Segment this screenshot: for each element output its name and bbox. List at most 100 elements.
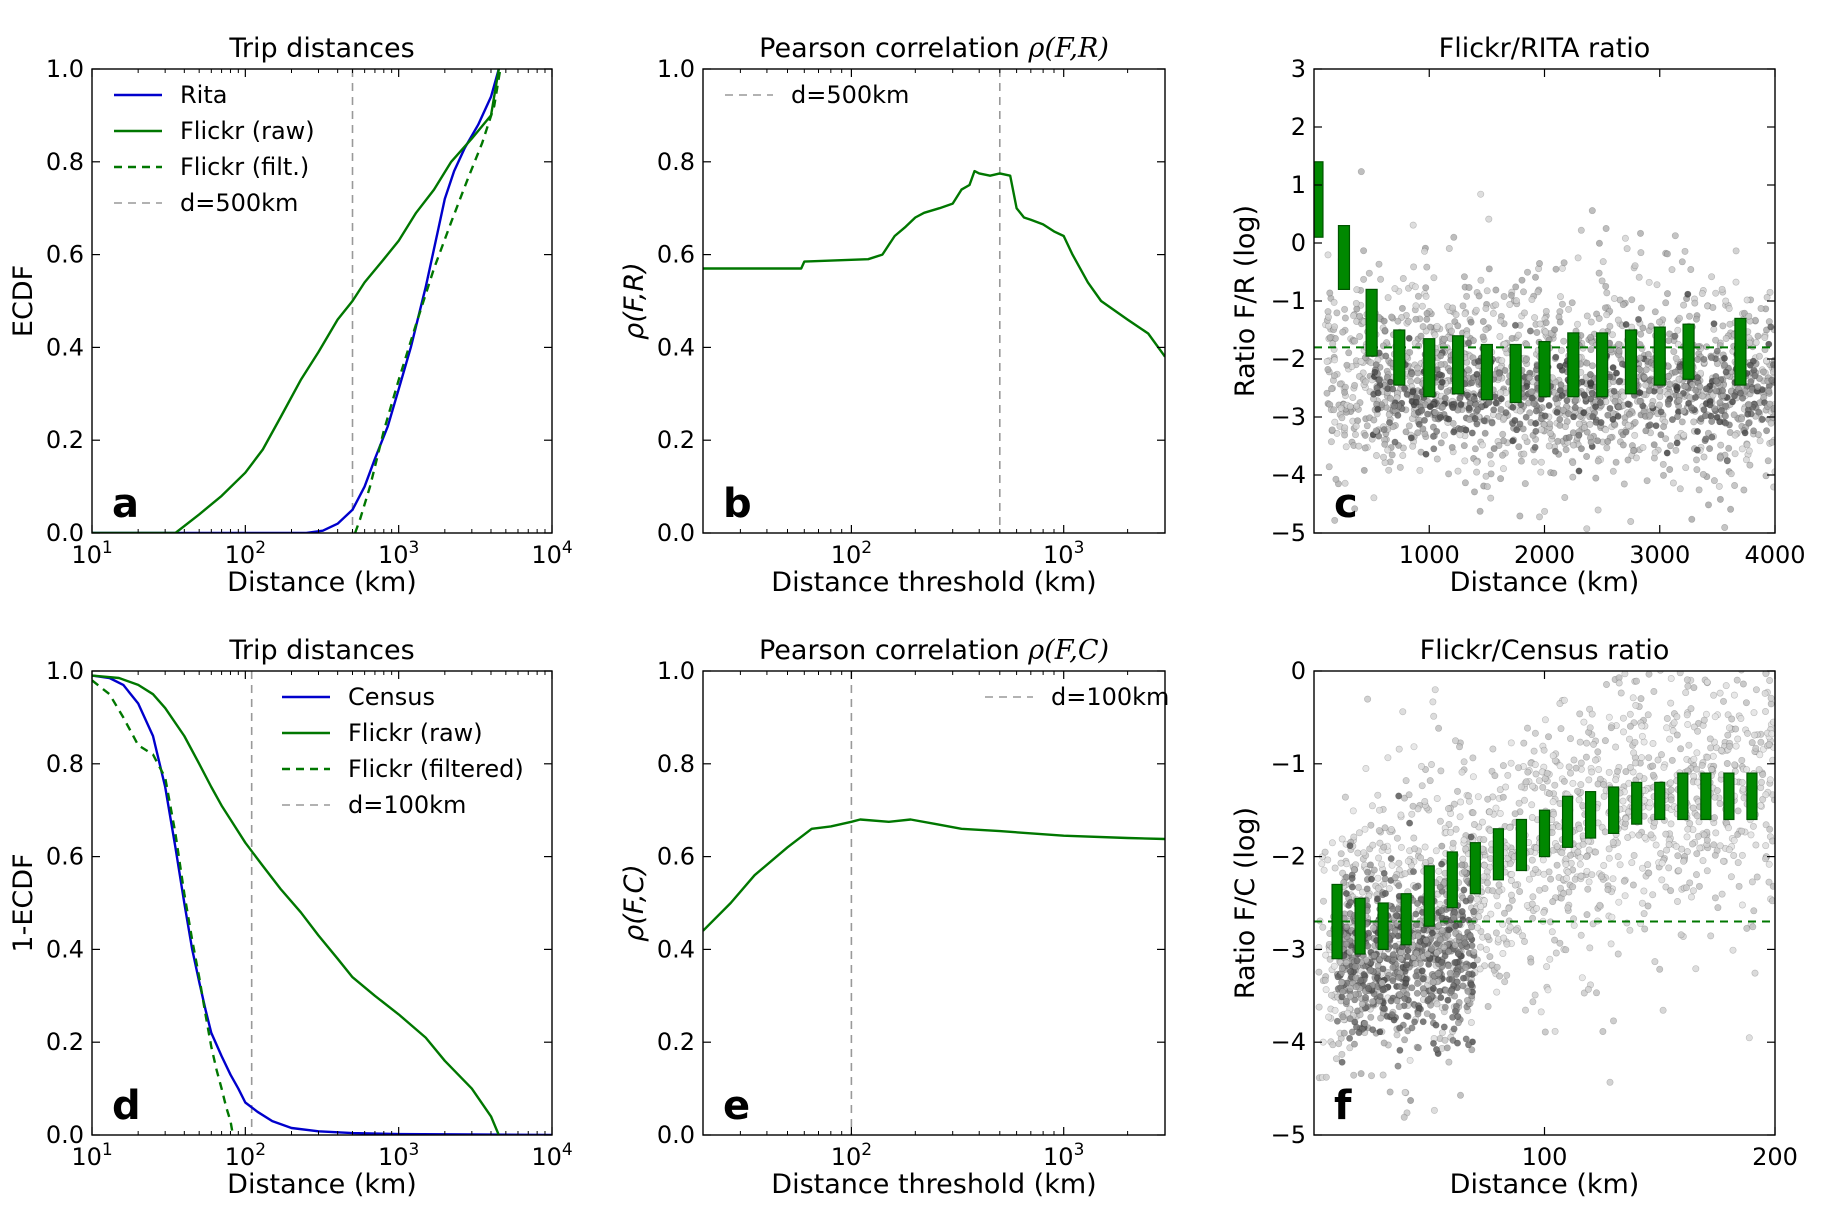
panel-letter: f: [1334, 1083, 1352, 1129]
scatter-point: [1603, 680, 1611, 688]
series-line: [703, 169, 1165, 358]
scatter-point: [1527, 388, 1535, 396]
scatter-point: [1657, 431, 1665, 439]
scatter-point: [1386, 1088, 1394, 1096]
scatter-point: [1382, 889, 1390, 897]
scatter-point: [1400, 1113, 1408, 1121]
scatter-point: [1515, 764, 1523, 772]
scatter-point: [1490, 445, 1498, 453]
scatter-point: [1681, 247, 1689, 255]
x-tick-label: 102: [225, 1140, 266, 1171]
scatter-point: [1763, 427, 1771, 435]
scatter-point: [1612, 458, 1620, 466]
scatter-point: [1584, 885, 1592, 893]
scatter-point: [1707, 932, 1715, 940]
scatter-point: [1521, 796, 1529, 804]
scatter-point: [1346, 1015, 1354, 1023]
box-bar: [1337, 225, 1351, 291]
scatter-point: [1562, 946, 1570, 954]
x-tick-label: 4000: [1744, 541, 1805, 569]
scatter-point: [1468, 1046, 1476, 1054]
scatter-point: [1660, 471, 1668, 479]
scatter-point: [1482, 304, 1490, 312]
scatter-point: [1595, 239, 1603, 247]
scatter-point: [1492, 929, 1500, 937]
scatter-point: [1329, 340, 1337, 348]
scatter-point: [1708, 417, 1716, 425]
y-tick-label: 0: [1291, 229, 1306, 257]
y-tick-label: 1.0: [657, 657, 695, 685]
scatter-point: [1730, 851, 1738, 859]
scatter-point: [1326, 289, 1334, 297]
scatter-point: [1664, 400, 1672, 408]
y-axis-label: Ratio F/C (log): [1230, 807, 1261, 999]
scatter-point: [1702, 710, 1710, 718]
scatter-point: [1635, 831, 1643, 839]
scatter-point: [1481, 861, 1489, 869]
box-bar: [1538, 341, 1551, 398]
scatter-point: [1364, 695, 1372, 703]
scatter-point: [1468, 923, 1476, 931]
scatter-point: [1485, 215, 1493, 223]
scatter-point: [1553, 861, 1561, 869]
scatter-point: [1460, 836, 1468, 844]
scatter-point: [1460, 758, 1468, 766]
scatter-point: [1594, 612, 1600, 618]
scatter-point: [1529, 782, 1537, 790]
scatter-point: [1341, 479, 1349, 487]
scatter-point: [1576, 738, 1584, 746]
scatter-point: [1664, 290, 1672, 298]
scatter-point: [1683, 711, 1691, 719]
scatter-point: [1402, 1012, 1410, 1020]
scatter-point: [1743, 924, 1751, 932]
scatter-point: [1465, 404, 1473, 412]
scatter-point: [1609, 467, 1617, 475]
scatter-point: [1450, 428, 1458, 436]
scatter-point: [1588, 389, 1596, 397]
scatter-point: [1542, 328, 1550, 336]
scatter-point: [1487, 460, 1495, 468]
scatter-point: [1692, 315, 1700, 323]
scatter-point: [1713, 347, 1721, 355]
scatter-point: [1369, 924, 1377, 932]
scatter-point: [1746, 361, 1754, 369]
scatter-point: [1401, 794, 1409, 802]
scatter-point: [1441, 394, 1449, 402]
scatter-point: [1610, 1017, 1618, 1025]
scatter-point: [1545, 789, 1553, 797]
scatter-point: [1536, 513, 1544, 521]
scatter-point: [1750, 709, 1758, 717]
scatter-point: [1528, 295, 1536, 303]
scatter-point: [1717, 746, 1725, 754]
scatter-point: [1603, 444, 1611, 452]
scatter-point: [1461, 479, 1469, 487]
scatter-point: [1663, 724, 1671, 732]
scatter-point: [1480, 873, 1488, 881]
scatter-point: [1722, 682, 1730, 690]
scatter-point: [1524, 768, 1532, 776]
box-bar: [1377, 902, 1389, 951]
y-tick-label: 0.8: [657, 750, 695, 778]
scatter-point: [1461, 310, 1469, 318]
scatter-point: [1507, 759, 1515, 767]
scatter-point: [1450, 1025, 1458, 1033]
scatter-point: [1644, 711, 1652, 719]
scatter-point: [1670, 348, 1678, 356]
scatter-point: [1595, 269, 1603, 277]
scatter-point: [1583, 452, 1591, 460]
chart-title: Pearson correlation ρ(F,R): [759, 33, 1109, 64]
scatter-point: [1622, 768, 1630, 776]
scatter-point: [1374, 791, 1382, 799]
scatter-point: [1367, 966, 1375, 974]
scatter-point: [1666, 380, 1674, 388]
scatter-point: [1412, 398, 1420, 406]
scatter-point: [1615, 898, 1623, 906]
scatter-point: [1653, 281, 1661, 289]
scatter-point: [1586, 420, 1594, 428]
scatter-point: [1751, 969, 1759, 977]
scatter-point: [1716, 495, 1724, 503]
scatter-point: [1678, 418, 1686, 426]
scatter-point: [1365, 984, 1373, 992]
scatter-point: [1738, 851, 1746, 859]
scatter-point: [1391, 927, 1399, 935]
